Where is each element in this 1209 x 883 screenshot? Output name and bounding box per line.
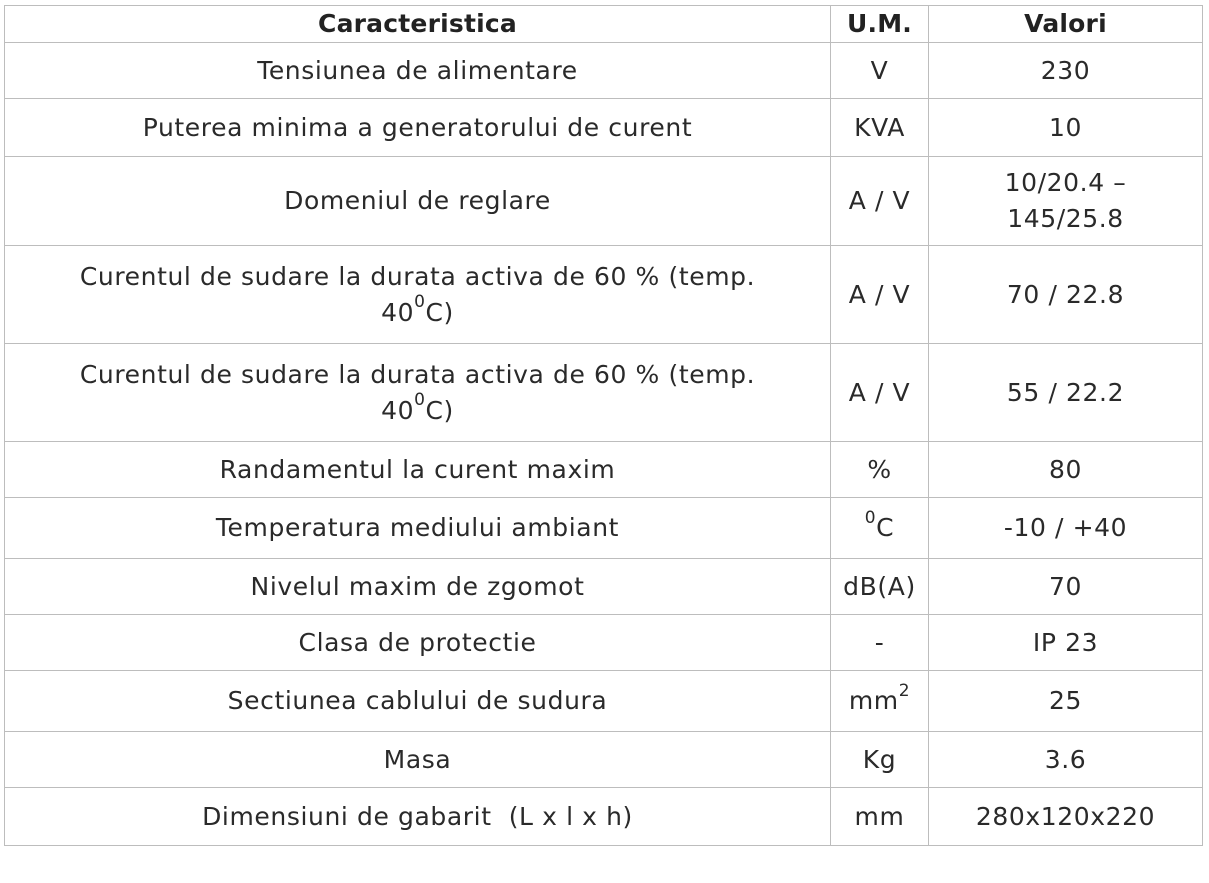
cell-value: 70 / 22.8 [928,245,1203,344]
cell-unit: KVA [830,98,929,157]
cell-value: -10 / +40 [928,497,1203,559]
cell-characteristic: Curentul de sudare la durata activa de 6… [4,343,831,442]
value-line-1: 10/20.4 – [1004,168,1127,197]
header-valori: Valori [928,5,1203,43]
cell-unit: - [830,614,929,671]
cell-value: 70 [928,558,1203,615]
cell-value: 230 [928,42,1203,99]
cell-unit: Kg [830,731,929,788]
cell-characteristic: Sectiunea cablului de sudura [4,670,831,732]
cell-characteristic: Dimensiuni de gabarit (L x l x h) [4,787,831,846]
cell-characteristic: Randamentul la curent maxim [4,441,831,498]
cell-unit: A / V [830,245,929,344]
cell-unit: % [830,441,929,498]
cell-characteristic: Domeniul de reglare [4,156,831,246]
characteristic-line-1: Curentul de sudare la durata activa de 6… [79,359,756,389]
table-row: Domeniul de reglare A / V 10/20.4 – 145/2… [4,156,1203,246]
cell-characteristic: Curentul de sudare la durata activa de 6… [4,245,831,344]
cell-unit: mm2 [830,670,929,732]
cell-unit: mm [830,787,929,846]
table-row: Nivelul maxim de zgomot dB(A) 70 [4,558,1203,615]
cell-value: 80 [928,441,1203,498]
table-row: Curentul de sudare la durata activa de 6… [4,343,1203,442]
value-line-2: 145/25.8 [1007,204,1124,233]
cell-unit: A / V [830,343,929,442]
degree-superscript: 0 [414,390,426,411]
characteristic-line-2: 400C) [381,390,454,425]
cell-unit: A / V [830,156,929,246]
characteristic-line-1: Curentul de sudare la durata activa de 6… [79,261,756,291]
cell-characteristic: Puterea minima a generatorului de curent [4,98,831,157]
cell-value: 280x120x220 [928,787,1203,846]
cell-value: IP 23 [928,614,1203,671]
header-caracteristica: Caracteristica [4,5,831,43]
cell-unit: dB(A) [830,558,929,615]
cell-value: 55 / 22.2 [928,343,1203,442]
cell-characteristic: Temperatura mediului ambiant [4,497,831,559]
header-um: U.M. [830,5,929,43]
cell-value: 3.6 [928,731,1203,788]
cell-characteristic: Masa [4,731,831,788]
table-row: Puterea minima a generatorului de curent… [4,98,1203,157]
cell-unit: V [830,42,929,99]
cell-characteristic: Clasa de protectie [4,614,831,671]
characteristic-line-2: 400C) [381,292,454,327]
cell-characteristic: Nivelul maxim de zgomot [4,558,831,615]
degree-superscript: 0 [864,507,877,528]
cell-value: 10/20.4 – 145/25.8 [928,156,1203,246]
cell-unit: 0C [830,497,929,559]
table-row: Clasa de protectie - IP 23 [4,614,1203,671]
table-row: Curentul de sudare la durata activa de 6… [4,245,1203,344]
table-row: Temperatura mediului ambiant 0C -10 / +4… [4,497,1203,559]
cell-value: 25 [928,670,1203,732]
table-row: Tensiunea de alimentare V 230 [4,42,1203,99]
table-row: Masa Kg 3.6 [4,731,1203,788]
table-row: Dimensiuni de gabarit (L x l x h) mm 280… [4,787,1203,846]
cell-value: 10 [928,98,1203,157]
header-row: Caracteristica U.M. Valori [4,5,1203,43]
table-row: Sectiunea cablului de sudura mm2 25 [4,670,1203,732]
squared-superscript: 2 [898,680,911,701]
table-row: Randamentul la curent maxim % 80 [4,441,1203,498]
cell-characteristic: Tensiunea de alimentare [4,42,831,99]
degree-superscript: 0 [414,292,426,313]
specs-table: Caracteristica U.M. Valori Tensiunea de … [4,5,1203,846]
